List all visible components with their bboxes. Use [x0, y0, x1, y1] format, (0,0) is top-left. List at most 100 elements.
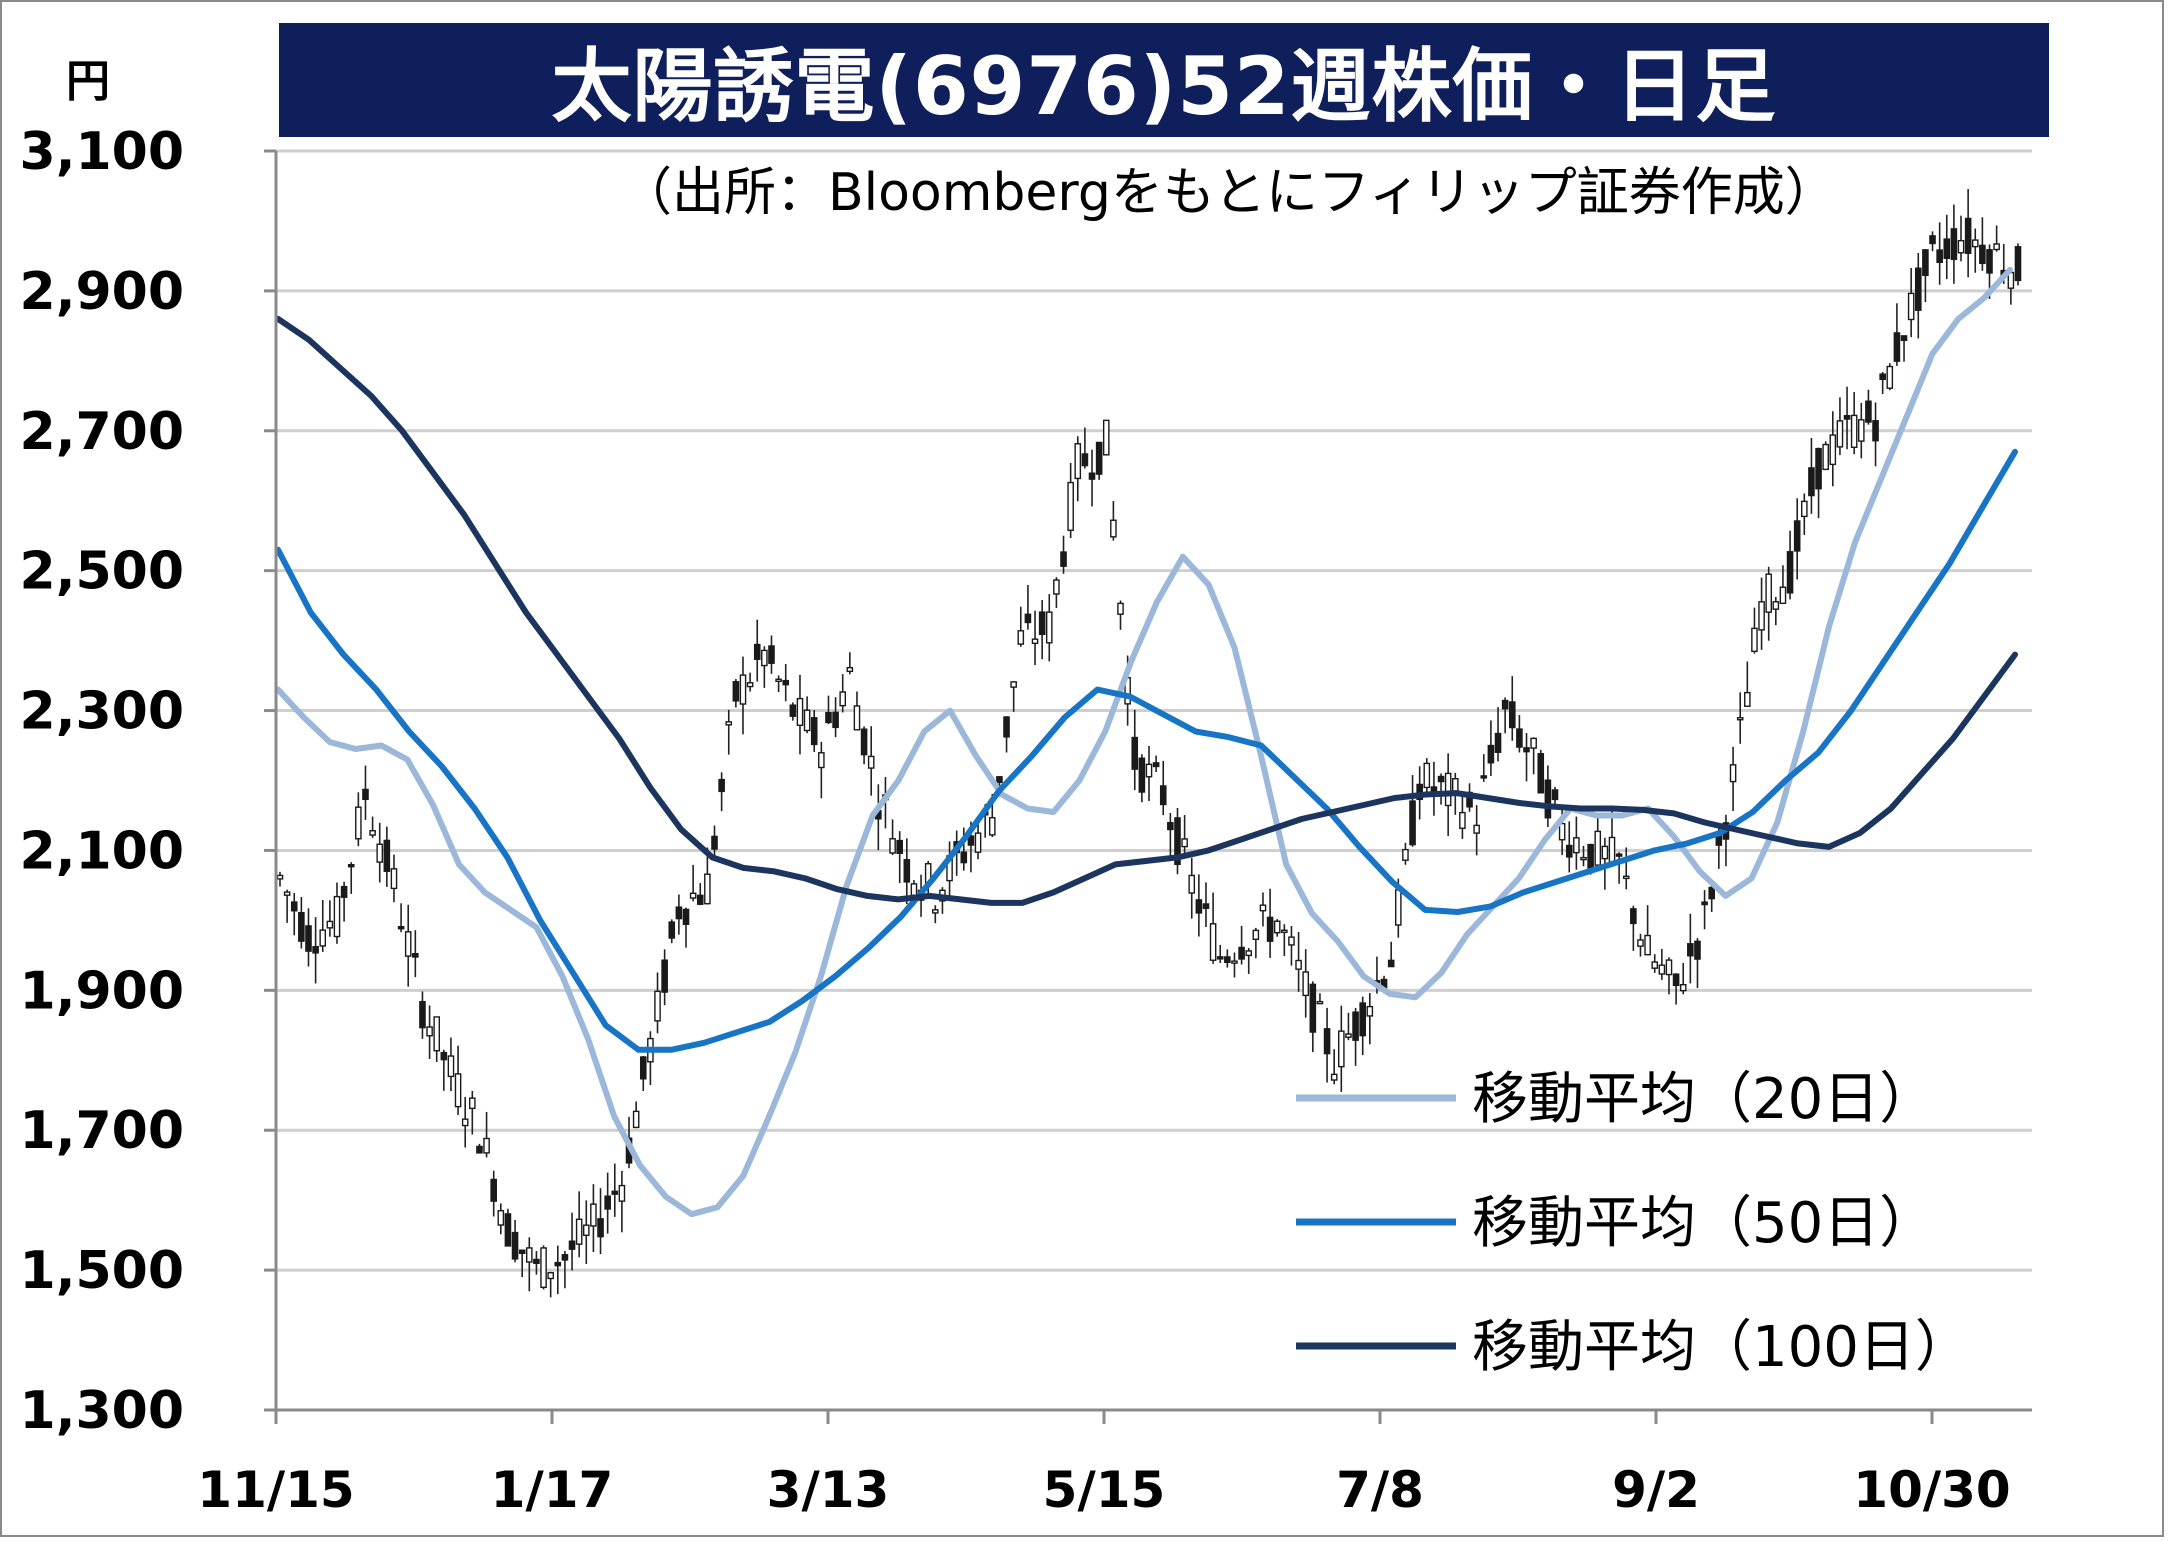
candle-body	[2014, 246, 2022, 282]
candle-body	[1338, 1030, 1345, 1068]
candle-body	[1038, 611, 1046, 636]
x-tick-label: 5/15	[1043, 1461, 1166, 1519]
candle-body	[1950, 228, 1958, 261]
candle-body	[1224, 956, 1231, 964]
candle-body	[1573, 837, 1580, 854]
candle-body	[1387, 959, 1395, 968]
candle-body	[461, 1118, 469, 1127]
candle-body	[1167, 821, 1174, 831]
candle-body	[746, 682, 754, 688]
candle-body	[1993, 243, 2000, 251]
candle-body	[1216, 956, 1224, 960]
candle-body	[1530, 737, 1537, 749]
candle-body	[1480, 775, 1488, 779]
candle-body	[1914, 267, 1922, 311]
candle-body	[283, 891, 291, 896]
candle-body	[433, 1016, 441, 1052]
candle-body	[1957, 239, 1965, 254]
candle-body	[1558, 822, 1566, 841]
candle-body	[312, 946, 319, 954]
candle-body	[618, 1184, 626, 1202]
candle-body	[1551, 789, 1559, 801]
candle-body	[725, 721, 733, 726]
candle-body	[782, 679, 790, 686]
candle-body	[810, 717, 818, 746]
candle-body	[803, 709, 811, 732]
candle-body	[1266, 916, 1274, 942]
candle-body	[1188, 874, 1196, 894]
candle-body	[483, 1137, 490, 1154]
candle-body	[1516, 728, 1523, 748]
candle-body	[1366, 1005, 1374, 1017]
candle-body	[1694, 940, 1701, 960]
candle-body	[1451, 778, 1459, 792]
candle-body	[1687, 943, 1694, 957]
y-tick-label: 2,300	[20, 682, 184, 742]
candle-body	[1017, 630, 1025, 645]
candle-body	[1829, 434, 1837, 466]
candle-body	[1010, 681, 1017, 688]
candle-body	[1501, 699, 1509, 710]
candle-body	[1850, 414, 1858, 449]
candle-body	[1131, 736, 1139, 770]
candle-body	[1487, 744, 1495, 764]
candle-body	[1402, 848, 1409, 861]
candle-body	[1430, 786, 1438, 793]
candle-body	[1117, 602, 1124, 615]
candle-body	[426, 1026, 433, 1037]
candle-body	[1231, 960, 1238, 964]
candle-body	[1594, 830, 1602, 866]
candle-body	[988, 817, 996, 836]
candle-body	[732, 681, 740, 702]
candle-body	[1964, 217, 1972, 254]
title-banner: 太陽誘電(6976)52週株価・日足	[279, 23, 2049, 137]
candle-body	[590, 1203, 597, 1227]
candle-body	[910, 883, 918, 896]
candle-body	[753, 643, 761, 660]
candle-body	[932, 909, 939, 914]
candle-body	[419, 1000, 426, 1029]
candle-body	[1630, 908, 1637, 925]
candle-body	[846, 667, 854, 673]
candle-body	[347, 863, 355, 868]
y-tick-label: 1,300	[20, 1381, 184, 1441]
candle-body	[1637, 939, 1644, 947]
candle-body	[290, 901, 298, 912]
candle-body	[440, 1051, 448, 1061]
candle-body	[1679, 983, 1687, 992]
candle-body	[369, 830, 376, 836]
candle-body	[632, 1110, 640, 1129]
candle-body	[1110, 519, 1117, 538]
candle-body	[1031, 638, 1039, 645]
candle-body	[1879, 373, 1886, 381]
candle-body	[1765, 573, 1772, 613]
candle-body	[1252, 929, 1260, 941]
candle-body	[1886, 365, 1894, 389]
candle-body	[1922, 249, 1929, 276]
y-tick-label: 2,900	[20, 262, 184, 322]
candle-body	[896, 839, 903, 854]
candle-body	[1202, 903, 1210, 909]
candle-body	[526, 1247, 533, 1263]
candle-body	[1273, 920, 1281, 934]
candle-body	[469, 1097, 476, 1110]
candle-body	[1245, 950, 1253, 957]
candle-body	[1209, 923, 1217, 961]
candle-body	[696, 894, 704, 905]
candle-body	[1587, 843, 1594, 869]
candle-body	[1152, 762, 1160, 768]
candle-body	[1423, 762, 1431, 789]
y-axis-unit: 円	[66, 56, 110, 107]
candle-body	[1309, 983, 1317, 1033]
candle-body	[1801, 500, 1808, 518]
candle-body	[1701, 901, 1708, 906]
candle-body	[967, 835, 975, 846]
candle-body	[1836, 420, 1844, 448]
candle-body	[554, 1261, 562, 1267]
candle-body	[1893, 332, 1901, 362]
candle-body	[1808, 467, 1815, 497]
candle-body	[518, 1249, 526, 1255]
candle-body	[1259, 904, 1267, 912]
